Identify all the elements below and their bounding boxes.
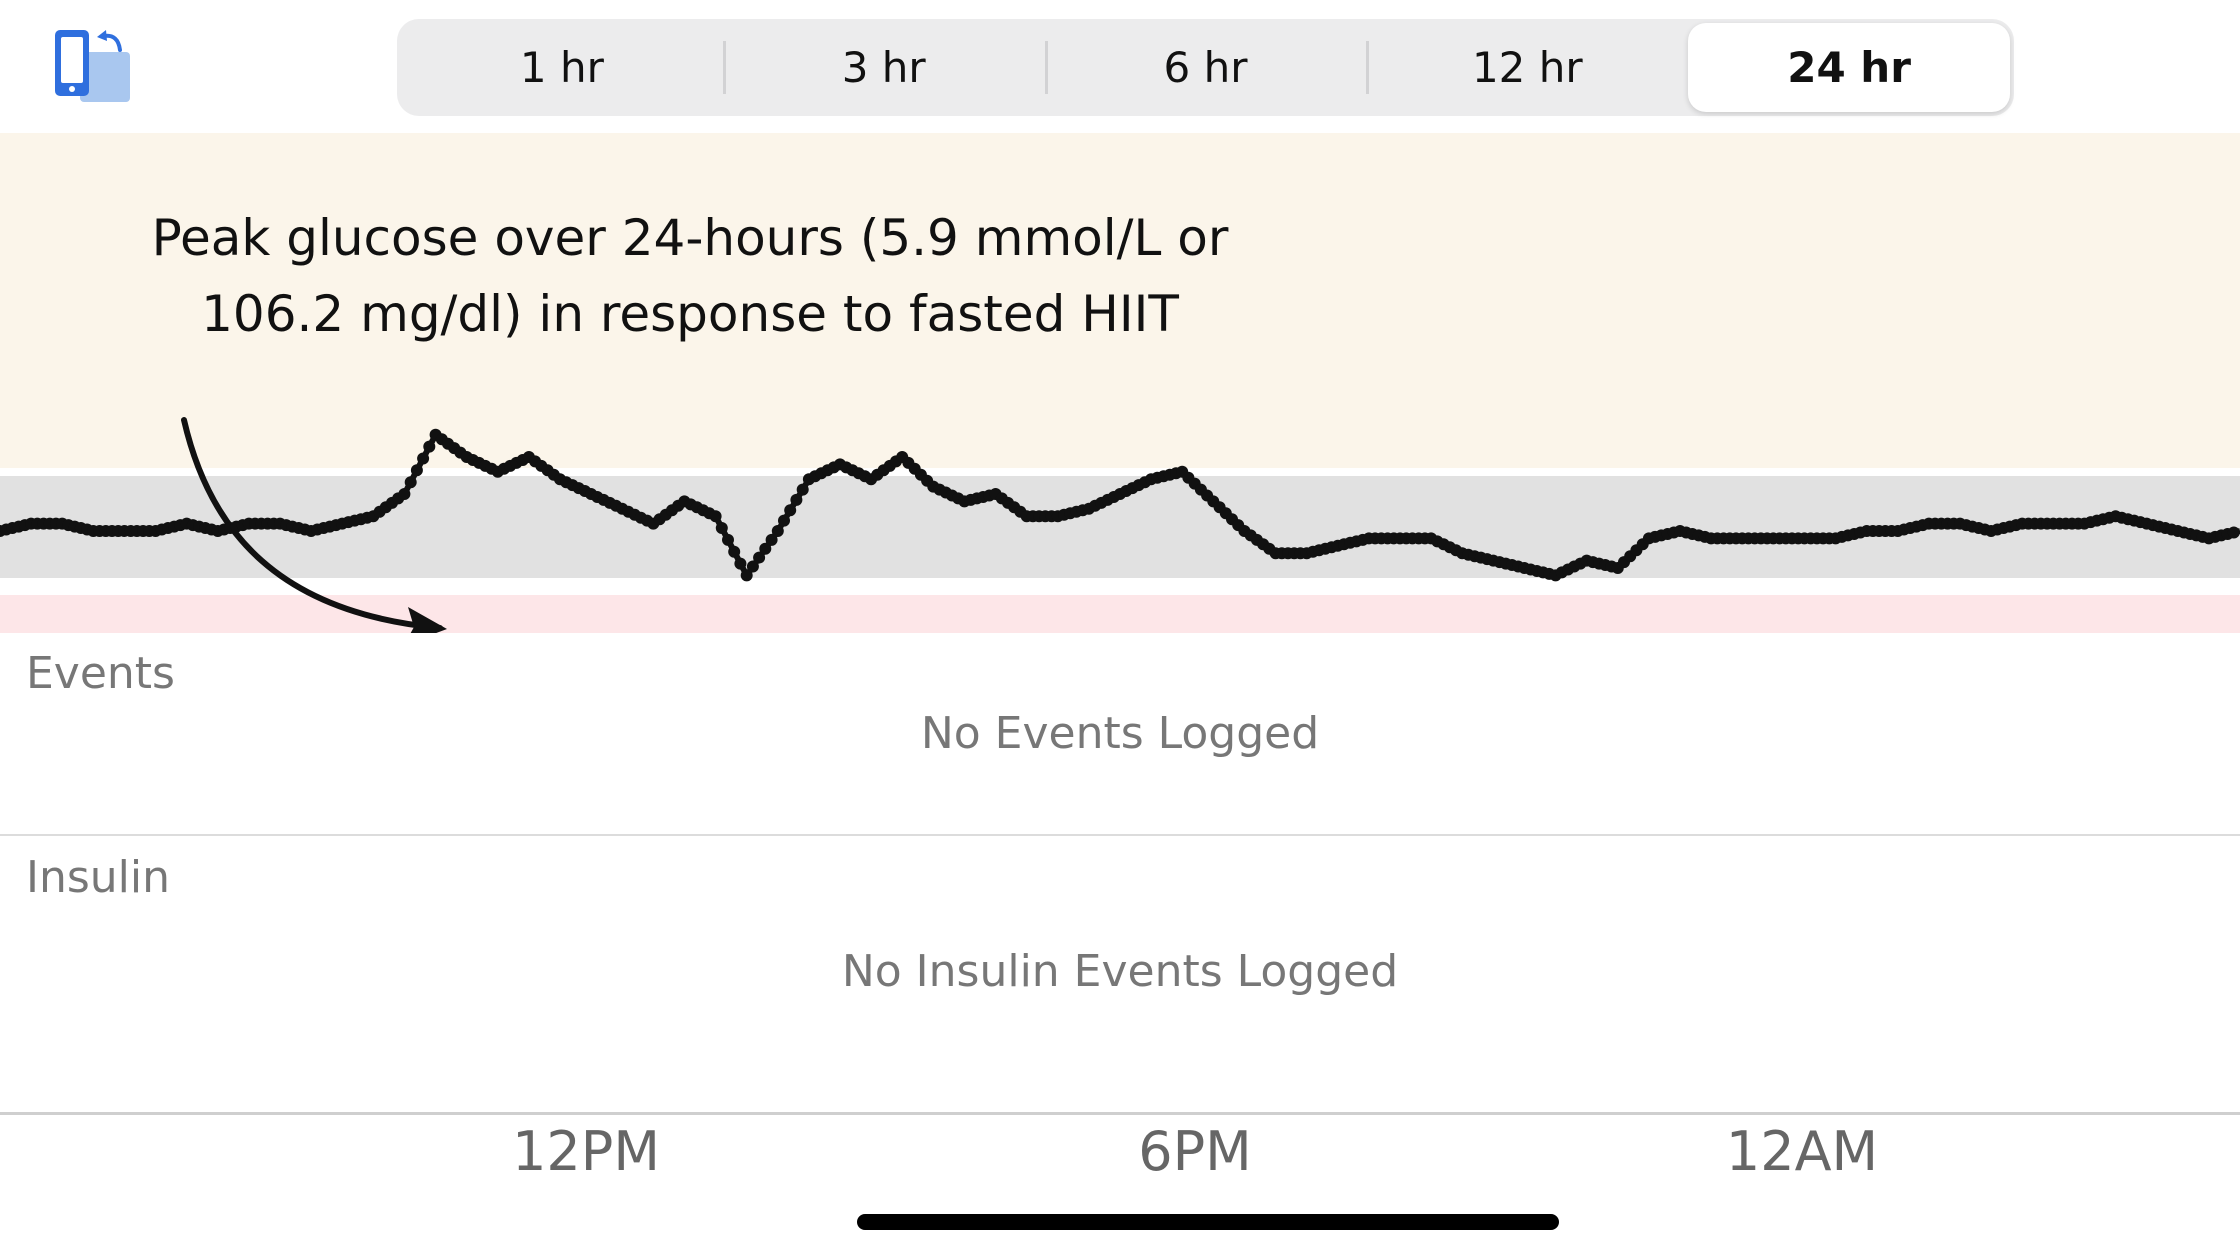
range-6hr-button[interactable]: 6 hr: [1044, 19, 1367, 116]
glucose-point: [796, 483, 809, 496]
insulin-empty-text: No Insulin Events Logged: [841, 946, 1399, 997]
rotate-device-icon: [55, 30, 130, 102]
glucose-point: [398, 488, 411, 500]
range-3hr-button[interactable]: 3 hr: [722, 19, 1045, 116]
annotation-line-2: 106.2 mg/dl) in response to fasted HIIT: [201, 285, 1179, 343]
glucose-point: [722, 533, 734, 546]
time-axis: [0, 1112, 2240, 1115]
glucose-chart: [0, 133, 2240, 633]
glucose-point: [417, 452, 430, 465]
annotation-arrowhead: [408, 607, 447, 633]
glucose-point: [734, 557, 747, 570]
section-divider: [0, 834, 2240, 836]
glucose-point: [771, 525, 784, 537]
insulin-section: Insulin No Insulin Events Logged: [0, 842, 2240, 1102]
events-section: Events No Events Logged: [0, 640, 2240, 835]
time-range-selector[interactable]: 1 hr 3 hr 6 hr 12 hr 24 hr: [397, 19, 2014, 116]
time-tick-12pm: 12PM: [512, 1120, 660, 1183]
glucose-point: [753, 551, 766, 564]
glucose-point: [410, 464, 423, 477]
glucose-point: [715, 522, 728, 534]
glucose-point: [746, 560, 759, 573]
glucose-point: [2227, 526, 2240, 539]
glucose-point: [784, 504, 797, 517]
events-label: Events: [26, 648, 175, 699]
rotate-device-button[interactable]: [50, 26, 136, 106]
home-indicator[interactable]: [857, 1214, 1559, 1230]
glucose-point: [790, 493, 803, 506]
glucose-point: [759, 542, 772, 555]
events-empty-text: No Events Logged: [920, 708, 1320, 759]
high-range-band: [0, 133, 2240, 468]
peak-annotation: Peak glucose over 24-hours (5.9 mmol/L o…: [150, 200, 1230, 352]
range-1hr-button[interactable]: 1 hr: [519, 43, 604, 92]
range-12hr-button[interactable]: 12 hr: [1366, 19, 1688, 116]
glucose-series: [0, 428, 2240, 582]
insulin-label: Insulin: [26, 852, 171, 903]
time-tick-6pm: 6PM: [1138, 1120, 1252, 1183]
glucose-point: [404, 476, 417, 489]
glucose-point: [728, 545, 741, 558]
range-24hr-button[interactable]: 24 hr: [1688, 23, 2010, 112]
glucose-point: [709, 510, 722, 523]
annotation-arrow: [181, 417, 443, 631]
glucose-plot: [0, 417, 2240, 633]
glucose-point: [740, 569, 753, 582]
annotation-line-1: Peak glucose over 24-hours (5.9 mmol/L o…: [151, 209, 1229, 267]
glucose-point: [778, 514, 790, 527]
glucose-point: [765, 533, 778, 546]
glucose-line: [0, 430, 2240, 582]
time-tick-12am: 12AM: [1725, 1120, 1879, 1183]
glucose-point: [423, 440, 436, 453]
